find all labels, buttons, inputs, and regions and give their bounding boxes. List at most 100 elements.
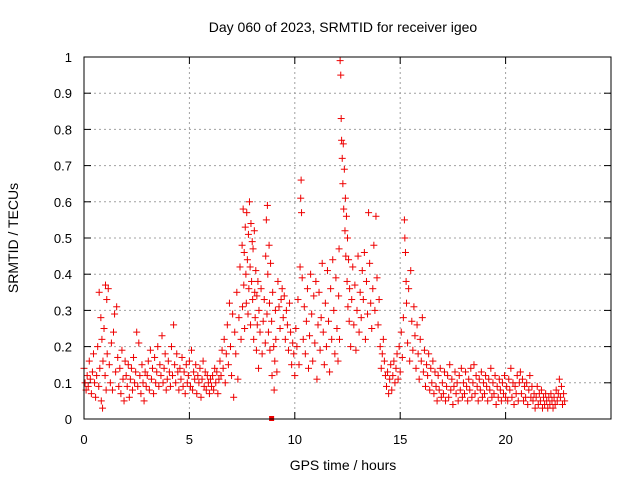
y-tick-label: 0.1 — [54, 376, 72, 391]
data-point — [353, 306, 361, 314]
data-point — [128, 386, 136, 394]
data-point — [469, 379, 477, 387]
data-point — [94, 343, 102, 351]
data-point — [243, 209, 251, 217]
data-point — [485, 375, 493, 383]
data-point — [405, 285, 413, 293]
data-point — [360, 248, 368, 256]
data-point — [200, 382, 208, 390]
data-point — [228, 372, 236, 380]
data-point — [504, 397, 512, 405]
data-point — [342, 212, 350, 220]
data-point — [191, 375, 199, 383]
data-point — [359, 296, 367, 304]
data-point — [364, 310, 372, 318]
data-point — [220, 335, 228, 343]
data-point — [196, 364, 204, 372]
data-point — [474, 397, 482, 405]
data-point — [155, 382, 163, 390]
data-point — [120, 397, 128, 405]
data-point — [475, 375, 483, 383]
data-point — [289, 339, 297, 347]
data-point — [521, 382, 529, 390]
data-point — [417, 357, 425, 365]
data-point — [412, 364, 420, 372]
data-point — [467, 364, 475, 372]
data-point — [211, 364, 219, 372]
data-point — [103, 296, 111, 304]
data-point — [189, 386, 197, 394]
data-point — [313, 375, 321, 383]
data-point — [215, 375, 223, 383]
data-point — [424, 372, 432, 380]
data-point — [301, 350, 309, 358]
data-point — [105, 361, 113, 369]
data-point — [213, 368, 221, 376]
data-point — [476, 386, 484, 394]
data-point — [444, 372, 452, 380]
data-point — [560, 390, 568, 398]
data-point — [254, 277, 262, 285]
x-tick-label: 5 — [186, 432, 193, 447]
data-point — [323, 267, 331, 275]
data-point — [176, 364, 184, 372]
data-point — [345, 256, 353, 264]
data-point — [325, 317, 333, 325]
data-point — [397, 328, 405, 336]
data-point — [350, 321, 358, 329]
data-point — [462, 368, 470, 376]
data-point — [253, 321, 261, 329]
data-point — [388, 386, 396, 394]
data-point — [406, 357, 414, 365]
x-axis-label: GPS time / hours — [290, 457, 397, 473]
data-point — [536, 397, 544, 405]
data-point — [439, 390, 447, 398]
data-point — [249, 245, 257, 253]
data-point — [143, 372, 151, 380]
data-point — [248, 238, 256, 246]
data-point — [391, 379, 399, 387]
data-point — [95, 382, 103, 390]
data-point — [369, 285, 377, 293]
data-point — [227, 343, 235, 351]
data-point — [506, 386, 514, 394]
data-point — [375, 296, 383, 304]
data-point — [430, 390, 438, 398]
data-point — [408, 317, 416, 325]
y-tick-label: 0.5 — [54, 231, 72, 246]
data-point — [338, 154, 346, 162]
data-point — [138, 361, 146, 369]
data-point — [443, 382, 451, 390]
data-point — [559, 401, 567, 409]
data-point — [436, 364, 444, 372]
data-point — [133, 328, 141, 336]
data-point — [435, 386, 443, 394]
data-point — [296, 263, 304, 271]
data-point — [549, 404, 557, 412]
data-point — [371, 306, 379, 314]
data-point — [99, 357, 107, 365]
data-point — [257, 285, 265, 293]
data-point — [89, 350, 97, 358]
data-point — [490, 390, 498, 398]
data-point — [224, 361, 232, 369]
data-point — [278, 285, 286, 293]
data-point — [428, 379, 436, 387]
data-point — [318, 259, 326, 267]
data-point — [295, 361, 303, 369]
data-point — [214, 390, 222, 398]
data-point — [327, 285, 335, 293]
data-point — [268, 372, 276, 380]
data-point — [252, 267, 260, 275]
data-point — [204, 379, 212, 387]
data-point — [488, 393, 496, 401]
data-point — [550, 393, 558, 401]
data-point — [365, 209, 373, 217]
data-point — [464, 397, 472, 405]
data-point — [373, 274, 381, 282]
data-point — [265, 241, 273, 249]
data-point — [442, 397, 450, 405]
data-point — [434, 372, 442, 380]
data-point — [382, 382, 390, 390]
data-point — [372, 212, 380, 220]
